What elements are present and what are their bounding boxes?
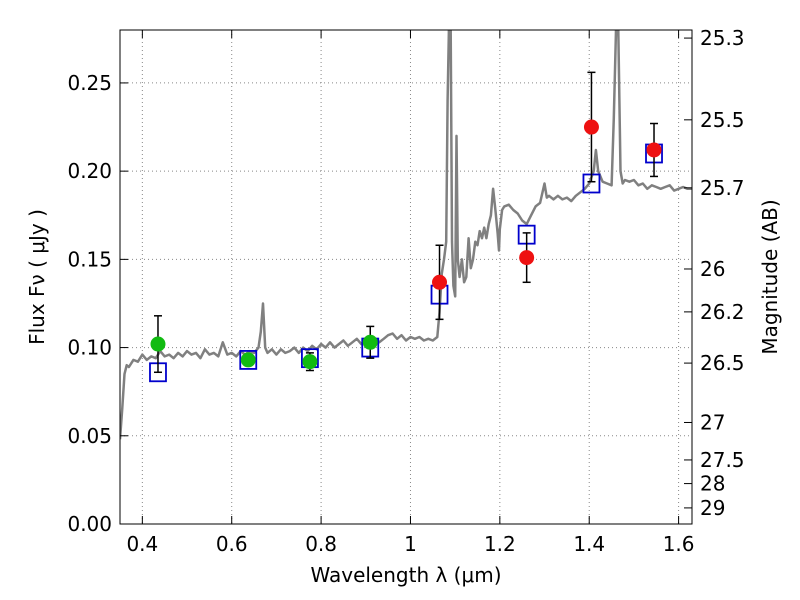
x-tick-label: 0.8 <box>305 532 337 556</box>
y-tick-label: 0.00 <box>67 512 112 536</box>
y-axis-right-label: Magnitude (AB) <box>758 199 782 354</box>
ticks: 0.4 0.6 0.8 1 1.2 1.4 1.6 0.00 0.05 0.10 0.15 0.20 0… <box>67 26 744 556</box>
model-box <box>239 350 258 370</box>
mag-tick-label: 26.2 <box>700 300 745 324</box>
data-point <box>519 250 535 266</box>
mag-tick-label: 29 <box>700 496 725 520</box>
spectrum-line <box>120 30 692 440</box>
x-tick-label: 1.6 <box>663 532 695 556</box>
x-tick-label: 0.6 <box>216 532 248 556</box>
data-point <box>646 142 662 158</box>
mag-tick-label: 25.3 <box>700 26 745 50</box>
y-tick-label: 0.10 <box>67 336 112 360</box>
y-tick-label: 0.05 <box>67 424 112 448</box>
data-point <box>432 274 448 290</box>
mag-tick-label: 25.7 <box>700 176 745 200</box>
mag-tick-label: 27.5 <box>700 448 745 472</box>
data-point <box>302 354 318 370</box>
x-axis-label: Wavelength λ (μm) <box>310 563 501 587</box>
y-tick-label: 0.15 <box>67 247 112 271</box>
y-tick-label: 0.20 <box>67 159 112 183</box>
data-point <box>240 352 256 368</box>
data-point <box>362 334 378 350</box>
x-tick-label: 0.4 <box>126 532 158 556</box>
y-tick-label: 0.25 <box>67 71 112 95</box>
mag-tick-label: 27 <box>700 410 725 434</box>
data-point <box>150 336 166 352</box>
x-tick-label: 1.4 <box>573 532 605 556</box>
mag-tick-label: 28 <box>700 472 725 496</box>
data-point <box>583 119 599 135</box>
y-axis-label: Flux Fν ( μJy ) <box>25 209 49 345</box>
x-tick-label: 1.2 <box>484 532 516 556</box>
mag-tick-label: 25.5 <box>700 108 745 132</box>
plot-frame <box>119 29 693 525</box>
data-layer <box>120 30 692 440</box>
mag-tick-label: 26.5 <box>700 351 745 375</box>
mag-tick-label: 26 <box>700 257 725 281</box>
plot-background <box>120 30 692 524</box>
x-tick-label: 1 <box>404 532 417 556</box>
